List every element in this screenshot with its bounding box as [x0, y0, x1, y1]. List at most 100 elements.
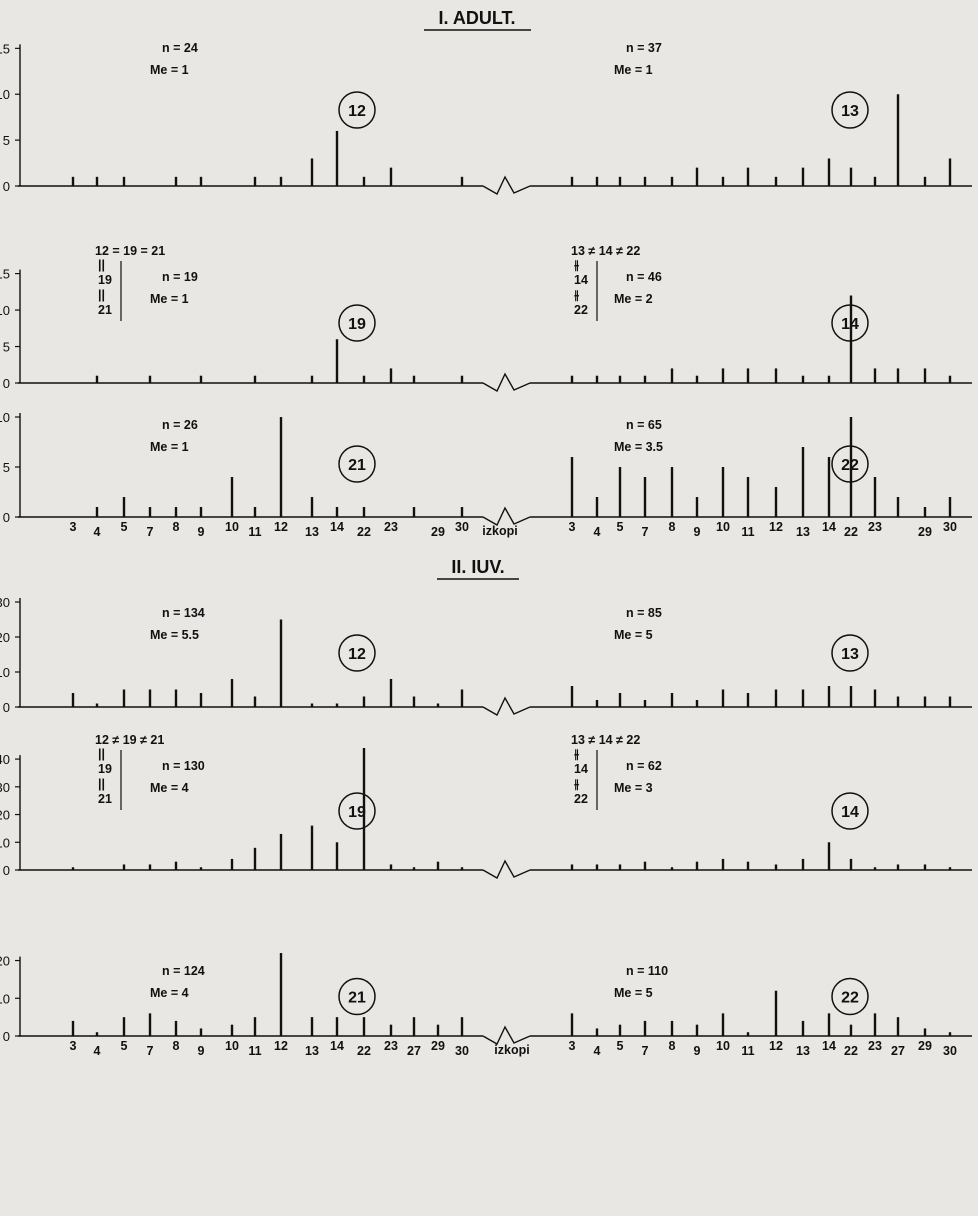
chart-badge-label: 22 — [841, 457, 859, 474]
y-tick-label: 10 — [0, 835, 10, 850]
y-tick-label: 5 — [3, 460, 10, 475]
chart-badge-label: 19 — [348, 316, 366, 333]
x-category-label-adult-right: 4 — [594, 525, 601, 539]
x-category-label-adult-left: 4 — [94, 525, 101, 539]
x-category-label-iuv-left: 27 — [407, 1044, 421, 1058]
x-axis-title-adult: izkopi — [482, 524, 517, 538]
axis-break — [482, 696, 531, 716]
stat-median: Me = 5.5 — [150, 628, 199, 642]
chart-badge-label: 14 — [841, 804, 859, 821]
y-tick-label: 5 — [3, 340, 10, 355]
x-category-label-adult-right: 3 — [569, 520, 576, 534]
x-category-label-adult-right: 5 — [617, 520, 624, 534]
x-category-label-adult-left: 5 — [121, 520, 128, 534]
x-category-label-iuv-left: 10 — [225, 1039, 239, 1053]
equality-chain: ⫳ — [573, 258, 580, 272]
x-category-label-adult-left: 23 — [384, 520, 398, 534]
stat-n: n = 46 — [626, 270, 662, 284]
axis-break — [482, 175, 531, 195]
x-category-label-iuv-right: 4 — [594, 1044, 601, 1058]
chart-badge-circle — [338, 445, 376, 483]
chart-badge-label: 22 — [841, 990, 859, 1007]
chart-badge-label: 13 — [841, 103, 859, 120]
stat-median: Me = 2 — [614, 292, 653, 306]
x-category-label-adult-left: 7 — [147, 525, 154, 539]
x-category-label-adult-right: 9 — [694, 525, 701, 539]
x-category-label-iuv-right: 9 — [694, 1044, 701, 1058]
x-category-label-iuv-right: 7 — [642, 1044, 649, 1058]
x-category-label-iuv-right: 8 — [669, 1039, 676, 1053]
y-tick-label: 30 — [0, 595, 10, 610]
equality-chain: ⫳ — [573, 288, 580, 302]
stat-median: Me = 3.5 — [614, 440, 663, 454]
x-category-label-iuv-left: 9 — [198, 1044, 205, 1058]
equality-relation: 12 ≠ 19 ≠ 21 — [95, 733, 164, 747]
chart-badge-circle — [831, 977, 869, 1016]
equality-chain: 21 — [98, 303, 112, 317]
axis-break — [482, 506, 531, 526]
x-category-label-iuv-left: 3 — [70, 1039, 77, 1053]
stat-n: n = 85 — [626, 606, 662, 620]
stat-n: n = 62 — [626, 759, 662, 773]
equality-chain: || — [98, 747, 105, 761]
y-tick-label: 10 — [0, 665, 10, 680]
equality-chain: ⫳ — [573, 777, 580, 791]
section-title-adult: I. ADULT. — [439, 8, 516, 28]
equality-relation: 13 ≠ 14 ≠ 22 — [571, 244, 640, 258]
chart-badge-label: 21 — [348, 990, 366, 1007]
chart-badge-circle — [338, 304, 376, 342]
y-tick-label: 10 — [0, 991, 10, 1006]
y-tick-label: 0 — [3, 179, 10, 194]
stat-median: Me = 4 — [150, 781, 189, 795]
chart-badge-circle — [831, 91, 869, 129]
stat-median: Me = 1 — [150, 440, 189, 454]
x-category-label-adult-left: 11 — [248, 525, 261, 539]
y-tick-label: 15 — [0, 41, 10, 56]
y-tick-label: 30 — [0, 780, 10, 795]
x-category-label-adult-left: 3 — [70, 520, 77, 534]
x-category-label-iuv-right: 27 — [891, 1044, 905, 1058]
y-tick-label: 0 — [3, 1029, 10, 1044]
x-category-label-iuv-left: 11 — [248, 1044, 261, 1058]
x-category-label-adult-right: 30 — [943, 520, 957, 534]
x-category-label-iuv-left: 14 — [330, 1039, 344, 1053]
x-category-label-adult-right: 10 — [716, 520, 730, 534]
x-category-label-adult-left: 8 — [173, 520, 180, 534]
x-category-label-adult-right: 7 — [642, 525, 649, 539]
x-category-label-iuv-left: 13 — [305, 1044, 319, 1058]
x-category-label-adult-right: 23 — [868, 520, 882, 534]
x-category-label-iuv-right: 23 — [868, 1039, 882, 1053]
y-tick-label: 0 — [3, 510, 10, 525]
equality-chain: 22 — [574, 792, 588, 806]
x-category-label-adult-right: 8 — [669, 520, 676, 534]
equality-chain: 19 — [98, 762, 112, 776]
x-category-label-adult-right: 11 — [741, 525, 754, 539]
y-tick-label: 40 — [0, 752, 10, 767]
equality-chain: 21 — [98, 792, 112, 806]
x-category-label-iuv-right: 22 — [844, 1044, 858, 1058]
y-tick-label: 20 — [0, 808, 10, 823]
x-category-label-adult-right: 12 — [769, 520, 783, 534]
x-category-label-iuv-right: 3 — [569, 1039, 576, 1053]
stat-n: n = 19 — [162, 270, 198, 284]
chart-badge-circle — [831, 792, 869, 830]
x-category-label-iuv-right: 13 — [796, 1044, 810, 1058]
y-tick-label: 10 — [0, 303, 10, 318]
axis-break — [482, 372, 531, 392]
x-category-label-adult-left: 30 — [455, 520, 469, 534]
x-category-label-iuv-left: 30 — [455, 1044, 469, 1058]
chart-badge-label: 21 — [348, 457, 366, 474]
x-category-label-adult-left: 9 — [198, 525, 205, 539]
chart-badge-circle — [338, 977, 376, 1016]
stat-median: Me = 4 — [150, 986, 189, 1000]
stat-n: n = 134 — [162, 606, 205, 620]
chart-badge-circle — [831, 634, 869, 672]
x-category-label-adult-right: 29 — [918, 525, 932, 539]
equality-chain: 19 — [98, 273, 112, 287]
axis-break — [482, 859, 531, 879]
equality-chain: 14 — [574, 762, 588, 776]
x-category-label-adult-left: 14 — [330, 520, 344, 534]
stat-median: Me = 5 — [614, 628, 653, 642]
